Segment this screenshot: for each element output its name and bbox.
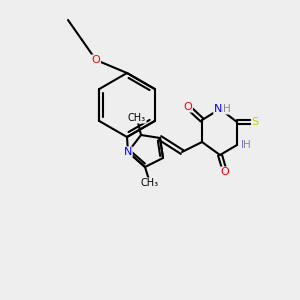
Text: O: O (220, 167, 230, 177)
Text: N: N (124, 147, 132, 157)
Text: H: H (243, 140, 251, 150)
Text: CH₃: CH₃ (141, 178, 159, 188)
Text: S: S (251, 117, 259, 127)
Text: O: O (184, 102, 192, 112)
Text: H: H (223, 104, 231, 114)
Text: CH₃: CH₃ (128, 113, 146, 123)
Text: N: N (241, 140, 249, 150)
Text: N: N (214, 104, 222, 114)
Text: O: O (92, 55, 100, 65)
